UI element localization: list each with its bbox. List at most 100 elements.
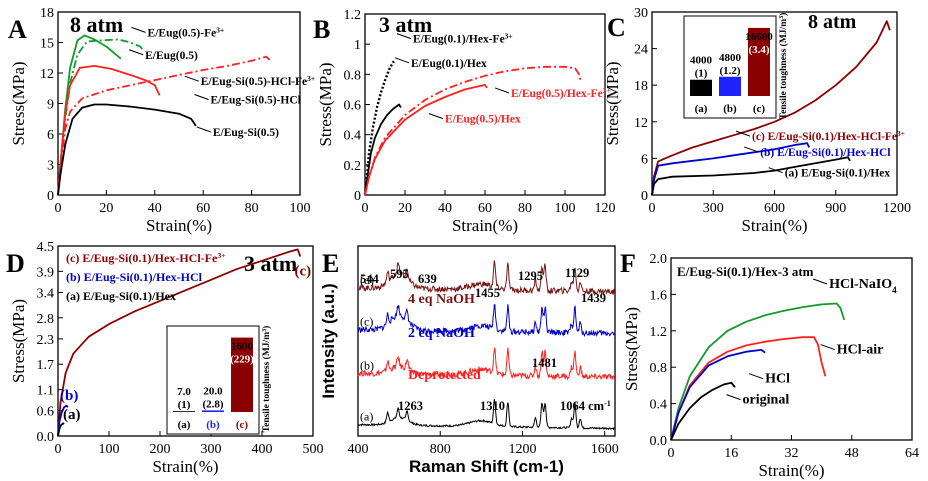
y-tick-label: 0.2 xyxy=(344,159,362,174)
y-tick-label: 4.5 xyxy=(37,240,55,255)
y-tick-label: 0.4 xyxy=(344,129,362,144)
inset-bar-value: 7.0 xyxy=(177,386,191,398)
chart-title: 3 atm xyxy=(379,12,432,37)
legend-item: (a) E/Eug-Si(0.1)/Hex xyxy=(66,289,176,303)
y-tick-label: 1 xyxy=(354,38,361,53)
y-tick-label: 3.4 xyxy=(37,286,55,301)
series-line-f-1 xyxy=(670,336,827,441)
trace-name: 4 eq NaOH xyxy=(408,292,475,307)
y-axis-label: Stress(MPa) xyxy=(603,61,622,145)
peak-label: 544 xyxy=(360,272,380,286)
leader-line xyxy=(194,94,209,100)
x-axis-label: Strain(%) xyxy=(758,461,824,480)
y-tick-label: 1.2 xyxy=(344,8,362,23)
curve-label: E/Eug(0.5) xyxy=(145,50,198,62)
y-tick-label: 9 xyxy=(47,98,54,113)
series-line-b-0 xyxy=(363,59,396,196)
x-tick-label: 20 xyxy=(99,201,113,216)
y-tick-label: 0.6 xyxy=(344,99,362,114)
peak-label: 1129 xyxy=(565,266,589,280)
panel-letter: A xyxy=(8,15,27,44)
inset-bar-chart: 4000(1) (a) 4800(1.2) (b) 16600(3.4) (c) Tensi… xyxy=(683,13,789,119)
panel-letter: E xyxy=(322,249,339,278)
y-axis-label: Intensity (a.u.) xyxy=(319,283,338,398)
leader-line xyxy=(196,126,212,133)
panel-f: F 0 16 32 48 64 0.0 0.4 0.8 1.2 1.6 2.0 Strain(%) Str… xyxy=(620,249,919,480)
x-tick-label: 0 xyxy=(362,201,369,216)
x-axis-label: Strain(%) xyxy=(146,216,212,235)
y-axis-label: Stress(MPa) xyxy=(316,62,335,146)
series-line-c-0 xyxy=(651,20,891,196)
inset-category: (a) xyxy=(178,419,191,431)
panel-letter: B xyxy=(313,15,330,44)
x-tick-label: 80 xyxy=(518,201,532,216)
curve-label: original xyxy=(743,393,790,408)
inset-category: (b) xyxy=(723,103,737,115)
spectrum-trace-0 xyxy=(357,399,615,431)
inset-bar-toughness: (1) xyxy=(695,68,708,80)
plot-frame xyxy=(57,245,314,437)
x-tick-label: 80 xyxy=(245,201,259,216)
chart-title: 8 atm xyxy=(70,12,123,37)
leader-line xyxy=(184,75,199,82)
panel-b: B 0 20 40 60 80 100 120 0 0.2 0.4 0.6 0.8 1 1.2 Strain(… xyxy=(313,8,616,235)
leader-line xyxy=(748,373,764,380)
inset-bar-value: 1600 xyxy=(231,341,254,353)
x-tick-label: 60 xyxy=(196,201,210,216)
y-tick-label: 0.8 xyxy=(650,361,668,376)
curve-label: E/Eug(0.1)/Hex xyxy=(411,58,487,70)
x-tick-label: 100 xyxy=(555,201,576,216)
trace-name: 2 eq NaOH xyxy=(408,326,475,341)
series-line-a-2 xyxy=(57,55,272,196)
y-tick-label: 0.8 xyxy=(344,68,362,83)
x-tick-label: 32 xyxy=(785,446,799,461)
series-line-b-3 xyxy=(364,84,488,196)
y-tick-label: 1.6 xyxy=(650,288,668,303)
peak-label: 1263 xyxy=(398,399,423,413)
inset-category: (c) xyxy=(753,103,766,115)
y-tick-label: 3.9 xyxy=(37,265,55,280)
x-tick-label: 0 xyxy=(668,446,675,461)
trace-label: (c) xyxy=(360,315,373,329)
inset-bar-toughness: (3.4) xyxy=(748,44,769,56)
series-line-c-2 xyxy=(651,156,851,196)
inset-bar-value: 4800 xyxy=(719,52,742,64)
plot-frame xyxy=(357,245,616,437)
x-tick-label: 0 xyxy=(55,442,62,457)
y-tick-label: 6 xyxy=(47,128,54,143)
y-tick-label: 0 xyxy=(47,189,54,204)
leader-line xyxy=(820,344,835,351)
trace-label: (a) xyxy=(360,410,373,424)
inset-category: (b) xyxy=(206,419,220,431)
series-line-a-1 xyxy=(57,34,122,196)
chart-title: E/Eug-Si(0.1)/Hex-3 atm xyxy=(677,264,814,279)
series-line-b-1 xyxy=(364,103,402,196)
panel-letter: D xyxy=(6,249,25,278)
curve-label: E/Eug-Si(0.5)-HCl xyxy=(210,95,300,107)
y-tick-label: 0 xyxy=(354,189,361,204)
x-tick-label: 1600 xyxy=(591,442,619,457)
y-tick-label: 12 xyxy=(634,116,648,131)
y-tick-label: 1.7 xyxy=(37,358,55,373)
inset-bar-chart: 7.0(1) (a) 20.0(2.8) (b) 1600(229) (c) Tensile… xyxy=(166,325,272,435)
x-axis-label: Raman Shift (cm-1) xyxy=(409,457,564,476)
inset-category: (c) xyxy=(236,419,249,431)
y-tick-label: 24 xyxy=(634,43,648,58)
inset-bar-value: 4000 xyxy=(690,55,713,67)
inset-y-label: Tensile toughness (MJ/m3) xyxy=(261,326,272,433)
leader-line xyxy=(726,394,741,401)
peak-label: 1310 xyxy=(480,399,505,413)
x-tick-label: 40 xyxy=(438,201,452,216)
leader-line xyxy=(744,146,759,153)
panel-letter: C xyxy=(607,13,626,42)
inset-bar-toughness: (229) xyxy=(230,354,254,366)
inset-bar-2 xyxy=(748,27,770,97)
leader-line xyxy=(394,57,410,64)
y-tick-label: 1.2 xyxy=(650,325,668,340)
curve-label: E/Eug(0.5)/Hex xyxy=(445,114,521,126)
leader-line xyxy=(735,130,751,137)
spectrum-trace-2 xyxy=(357,304,616,338)
x-tick-label: 16 xyxy=(724,446,738,461)
peak-label: 1064 cm-1 xyxy=(560,399,611,414)
panel-d: D 0 100 200 300 400 500 0.0 0.6 1.1 1.7 2.3 2.8 3.4 3.… xyxy=(6,240,324,476)
